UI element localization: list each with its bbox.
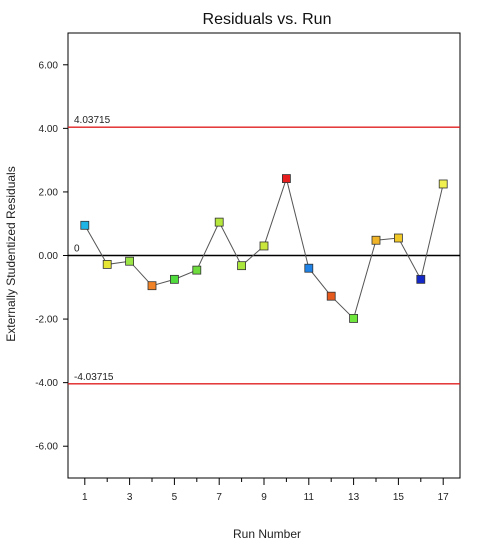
- reference-line-label: 4.03715: [74, 115, 111, 126]
- y-axis-label: Externally Studentized Residuals: [4, 166, 18, 341]
- y-tick-label: -6.00: [35, 442, 58, 453]
- x-tick-label: 5: [172, 492, 178, 503]
- y-tick-label: 0.00: [39, 251, 59, 262]
- x-tick-label: 9: [261, 492, 267, 503]
- residual-point: [214, 217, 224, 227]
- reference-lines: 4.03715 0 -4.03715: [68, 115, 460, 385]
- y-tick-label: 2.00: [39, 187, 59, 198]
- x-tick-label: 7: [216, 492, 222, 503]
- x-tick-label: 17: [438, 492, 450, 503]
- x-tick-label: 1: [82, 492, 88, 503]
- residual-point: [102, 259, 112, 269]
- residual-series: [80, 174, 448, 323]
- residual-point: [237, 261, 247, 271]
- residual-point: [281, 174, 291, 183]
- x-axis-label: Run Number: [233, 527, 301, 541]
- reference-line-label: 0: [74, 244, 80, 255]
- y-ticks: 6.00 4.00 2.00 0.00 -2.00 -4.00 -6.00: [35, 60, 68, 453]
- residual-point: [371, 235, 381, 245]
- y-tick-label: -2.00: [35, 315, 58, 326]
- y-tick-label: 6.00: [39, 60, 59, 71]
- residual-point: [326, 291, 336, 301]
- residual-point: [259, 241, 269, 251]
- x-tick-label: 3: [127, 492, 133, 503]
- y-tick-label: 4.00: [39, 124, 59, 135]
- residual-point: [304, 263, 314, 273]
- residual-point: [416, 274, 426, 284]
- residual-point: [169, 274, 179, 284]
- residual-point: [147, 281, 157, 291]
- chart-title: Residuals vs. Run: [203, 11, 332, 28]
- residual-point: [192, 265, 202, 275]
- residual-point: [125, 256, 134, 266]
- x-tick-label: 11: [304, 492, 315, 503]
- residual-point: [80, 220, 90, 230]
- x-ticks: 1 3 5 7 9 11 13 15 17: [82, 478, 449, 503]
- x-tick-label: 15: [393, 492, 405, 503]
- residual-point: [349, 314, 359, 323]
- x-tick-label: 13: [348, 492, 360, 503]
- y-tick-label: -4.00: [35, 378, 58, 389]
- residual-point: [393, 233, 403, 243]
- residual-point: [438, 179, 448, 189]
- reference-line-label: -4.03715: [74, 372, 114, 383]
